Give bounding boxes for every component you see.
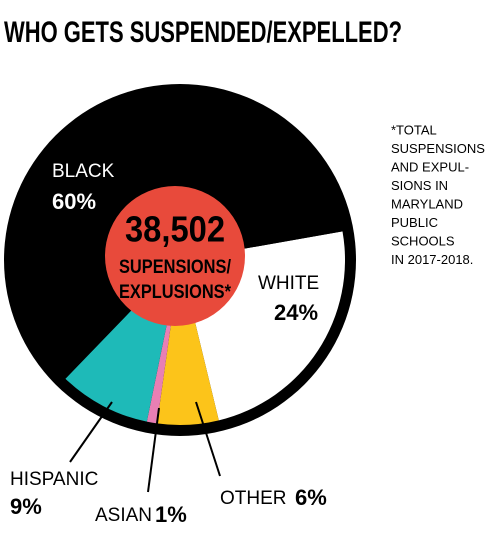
slice-value-label: 60%	[52, 189, 96, 214]
slice-label: OTHER	[220, 488, 287, 509]
footnote: AND EXPUL-	[391, 159, 469, 174]
slice-label: HISPANIC	[10, 469, 98, 490]
center-label: 38,502	[125, 209, 225, 250]
leader-line	[69, 401, 113, 463]
slice-label: WHITE	[258, 273, 319, 294]
center-label: SUPENSIONS/	[119, 257, 232, 278]
center-label: EXPLUSIONS*	[119, 282, 232, 303]
footnote: PUBLIC	[391, 215, 438, 230]
slice-value-label: 9%	[10, 494, 42, 519]
pie-slice	[157, 260, 219, 425]
center-circle	[105, 186, 245, 326]
footnote: *TOTAL	[391, 122, 437, 137]
slice-value-label: 24%	[274, 300, 318, 325]
footnote: IN 2017-2018.	[391, 252, 473, 267]
footnote: SUSPENSIONS	[391, 141, 485, 156]
slice-value-label: 1%	[155, 502, 187, 527]
footnote: MARYLAND	[391, 196, 463, 211]
slice-label: ASIAN	[95, 505, 152, 526]
footnote: SCHOOLS	[391, 233, 455, 248]
leader-line	[147, 407, 160, 493]
footnote: SIONS IN	[391, 178, 448, 193]
slice-value-label: 6%	[295, 485, 327, 510]
leader-line	[195, 401, 221, 477]
slice-label: BLACK	[52, 161, 115, 182]
chart-title: WHO GETS SUSPENDED/EXPELLED?	[4, 16, 402, 49]
